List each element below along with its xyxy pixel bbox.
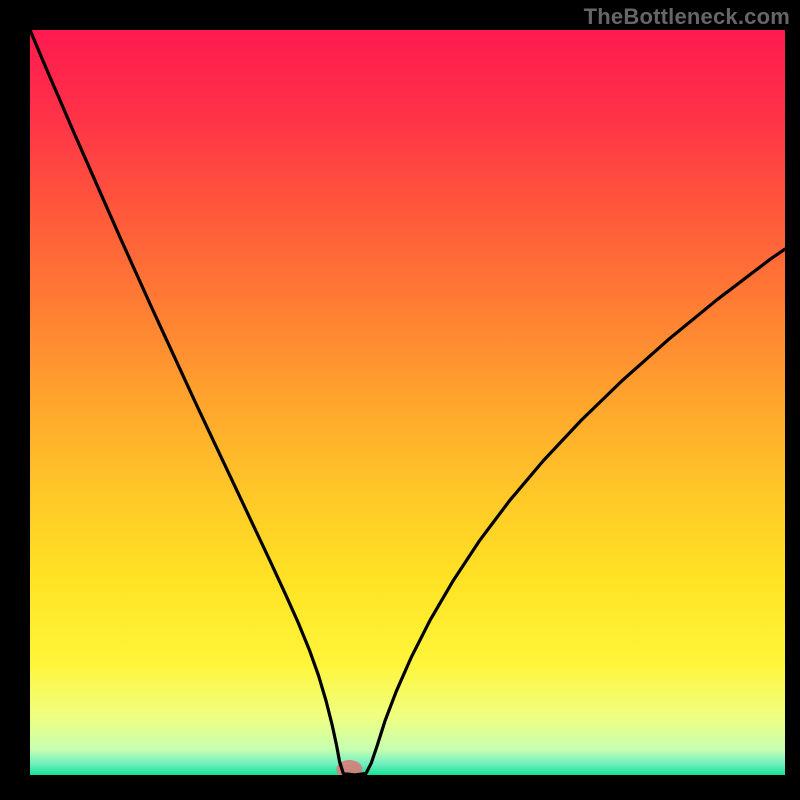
frame-bottom [0,775,800,800]
chart-container: TheBottleneck.com [0,0,800,800]
frame-left [0,0,30,800]
watermark-text: TheBottleneck.com [584,4,790,30]
bottleneck-curve-chart [0,0,800,800]
frame-right [785,0,800,800]
